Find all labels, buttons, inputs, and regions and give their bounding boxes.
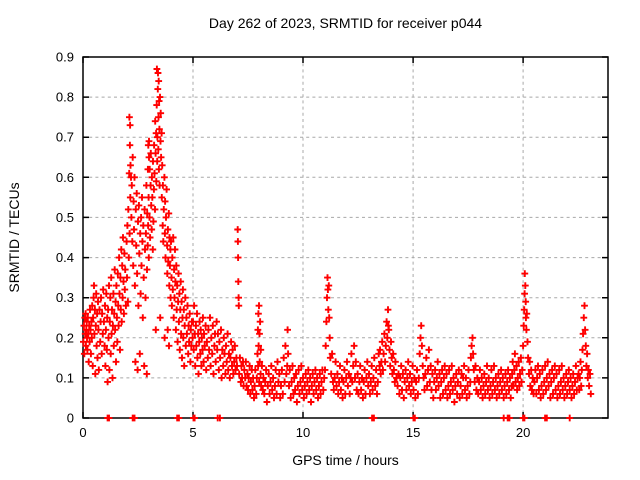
y-tick-label: 0.9 [56, 50, 74, 65]
y-tick-label: 0.7 [56, 130, 74, 145]
x-tick-label: 10 [296, 425, 310, 440]
chart-title: Day 262 of 2023, SRMTID for receiver p04… [208, 15, 483, 31]
x-tick-label: 20 [516, 425, 530, 440]
y-tick-label: 0.3 [56, 290, 74, 305]
y-tick-label: 0 [67, 411, 74, 426]
plot-border [82, 56, 609, 419]
x-tick-label: 0 [79, 425, 86, 440]
x-axis-label: GPS time / hours [292, 452, 399, 468]
tick-labels: 0 0.1 0.2 0.3 0.4 0.5 0.6 0.7 0.8 0.9 0 5 10 15 20 [56, 50, 530, 441]
data-point-markers [80, 65, 595, 422]
y-axis-label: SRMTID / TECUs [6, 182, 22, 293]
y-tick-label: 0.8 [56, 90, 74, 105]
y-tick-label: 0.4 [56, 250, 74, 265]
y-tick-label: 0.1 [56, 370, 74, 385]
y-tick-label: 0.5 [56, 210, 74, 225]
x-tick-label: 15 [406, 425, 420, 440]
y-tick-label: 0.2 [56, 330, 74, 345]
x-tick-label: 5 [189, 425, 196, 440]
y-tick-label: 0.6 [56, 170, 74, 185]
